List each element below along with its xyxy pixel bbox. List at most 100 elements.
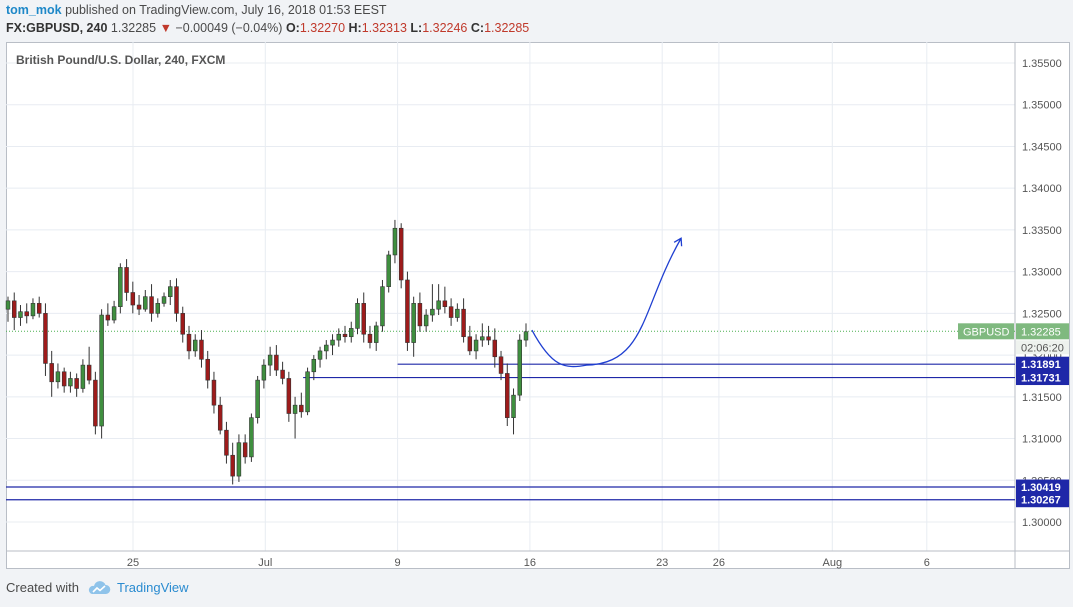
low-label: L: [410,21,423,35]
level-badge [1016,370,1069,386]
level-badge [1016,492,1069,508]
published-text: published on TradingView.com, July 16, 2… [65,3,387,17]
candle-body [349,328,354,338]
candle-body [36,303,42,314]
candle-body [255,379,260,418]
ohlc-line: FX:GBPUSD, 240 1.32285 ▼ −0.00049 (−0.04… [6,21,529,35]
y-tick-label: 1.33500 [1022,225,1062,237]
candle-body [411,303,416,343]
low-value: 1.32246 [422,21,468,35]
candle-body [217,404,223,431]
candle-body [299,404,304,413]
projection-arrow[interactable] [531,237,683,368]
level-badge-label: 1.31731 [1021,373,1061,385]
symbol-badge-label: GBPUSD [963,326,1010,338]
candle-body [143,296,148,310]
candle-body [80,364,86,389]
candle-body [49,363,54,383]
candle-body [99,314,104,427]
projection-path[interactable] [531,237,682,368]
candle-body [199,339,204,360]
candle-body [74,378,79,389]
y-tick-label: 1.30000 [1022,517,1062,529]
x-tick-label: 23 [656,557,668,569]
candle-body [274,354,279,371]
candle-body [330,339,335,346]
footer: Created with TradingView [6,580,189,595]
symbol-label: FX:GBPUSD, 240 [6,21,108,35]
x-tick-label: 16 [524,557,536,569]
candle-body [361,303,366,335]
candle-body [448,306,454,318]
candle-body [68,378,73,387]
y-tick-label: 1.35000 [1022,100,1062,112]
candle-body [398,227,404,281]
candle-body [286,378,292,414]
author-link[interactable]: tom_mok [6,3,62,17]
y-tick-label: 1.34500 [1022,141,1062,153]
x-tick-label: 6 [924,557,930,569]
countdown-badge [1016,340,1069,355]
candle-body [523,331,529,341]
tradingview-brand[interactable]: TradingView [116,580,189,595]
price-badge-label: 1.32285 [1021,326,1061,338]
candle-body [486,336,491,341]
candle-body [174,286,179,314]
candle-body [211,379,217,406]
level-badge-label: 1.30267 [1021,495,1061,507]
countdown-label: 02:06:20 [1021,342,1064,354]
candle-body [24,311,29,317]
candle-body [498,356,504,374]
down-arrow-icon: ▼ [159,21,172,35]
candle-body [205,358,210,381]
candle-body [473,339,479,352]
candle-body [405,279,410,343]
grid-lines [6,42,1015,551]
candle-body [305,371,310,413]
candle-body [492,339,498,358]
tradingview-cloud-icon [88,580,111,594]
y-tick-label: 1.35500 [1022,58,1062,70]
horizontal-levels[interactable] [6,363,1015,501]
candle-body [105,314,111,321]
x-tick-label: Jul [258,557,272,569]
candle-body [511,394,516,418]
candle-body [355,303,360,329]
candle-body [311,358,317,373]
open-value: 1.32270 [299,21,346,35]
level-badge [1016,479,1069,495]
x-tick-label: 25 [127,557,139,569]
candle-body [280,369,285,379]
candle-body [161,296,167,304]
chart-frame[interactable] [6,42,1070,569]
high-value: 1.32313 [361,21,407,35]
candle-body [55,371,61,383]
candle-body [180,313,185,335]
candle-body [242,442,248,458]
candle-body [12,300,17,318]
candle-body [93,379,98,427]
candle-body [461,308,466,338]
y-tick-label: 1.31500 [1022,392,1062,404]
candle-body [236,442,242,477]
candle-body [136,304,142,310]
y-tick-label: 1.31000 [1022,434,1062,446]
close-label: C: [470,21,485,35]
candle-body [317,350,323,360]
candle-body [430,308,435,316]
x-tick-label: 26 [713,557,725,569]
y-tick-label: 1.34000 [1022,183,1062,195]
candle-body [455,308,460,318]
x-tick-label: Aug [823,557,843,569]
candle-body [261,364,267,381]
symbol-badge [958,323,1014,340]
y-tick-label: 1.33000 [1022,267,1062,279]
candles [5,219,529,485]
candle-body [517,339,522,396]
level-badge [1016,356,1069,372]
candle-body [43,313,48,364]
candle-body [111,306,117,321]
publish-info: tom_mok published on TradingView.com, Ju… [6,3,387,17]
